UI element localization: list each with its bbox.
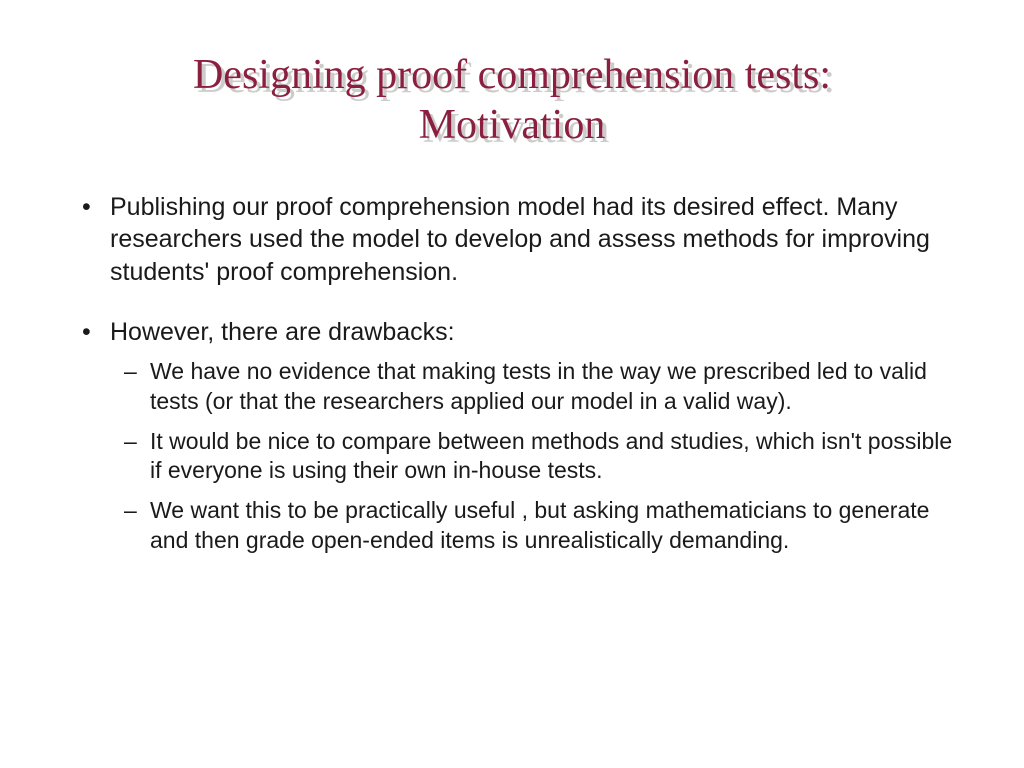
bullet-text: Publishing our proof comprehension model… <box>110 193 930 286</box>
title-front: Designing proof comprehension tests: Mot… <box>60 50 964 151</box>
bullet-list: Publishing our proof comprehension model… <box>60 191 964 556</box>
slide-title: Designing proof comprehension tests: Mot… <box>60 50 964 151</box>
list-item: Publishing our proof comprehension model… <box>110 191 964 289</box>
sub-list: We have no evidence that making tests in… <box>110 357 964 556</box>
title-line2: Motivation <box>419 102 606 148</box>
sub-bullet-text: We have no evidence that making tests in… <box>150 358 927 414</box>
sub-bullet-text: We want this to be practically useful , … <box>150 497 929 553</box>
list-item: However, there are drawbacks: We have no… <box>110 316 964 556</box>
bullet-text: However, there are drawbacks: <box>110 318 455 346</box>
sub-list-item: We have no evidence that making tests in… <box>150 357 964 417</box>
sub-list-item: It would be nice to compare between meth… <box>150 427 964 487</box>
slide: Designing proof comprehension tests: Mot… <box>0 0 1024 768</box>
sub-bullet-text: It would be nice to compare between meth… <box>150 428 952 484</box>
sub-list-item: We want this to be practically useful , … <box>150 496 964 556</box>
title-line1: Designing proof comprehension tests: <box>193 52 831 98</box>
